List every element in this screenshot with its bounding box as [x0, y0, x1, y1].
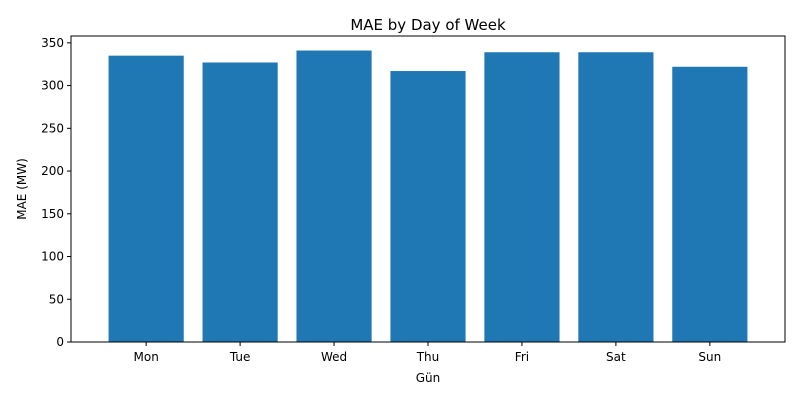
bars-group — [108, 50, 748, 343]
x-tick-label: Sun — [698, 350, 721, 364]
y-tick-label: 0 — [56, 335, 64, 349]
x-tick-label: Mon — [134, 350, 159, 364]
y-axis: 0 50 100 150 200 250 300 350 — [41, 36, 71, 349]
y-tick-label: 50 — [49, 292, 64, 306]
bar-fri — [484, 52, 560, 343]
y-tick-label: 200 — [41, 164, 64, 178]
chart-title: MAE by Day of Week — [350, 16, 506, 34]
x-axis-label: Gün — [416, 371, 441, 385]
bar-thu — [390, 71, 466, 342]
x-tick-label: Wed — [321, 350, 347, 364]
plot-frame — [70, 35, 786, 343]
y-tick-label: 100 — [41, 250, 64, 264]
x-tick-label: Thu — [416, 350, 440, 364]
y-tick-label: 300 — [41, 79, 64, 93]
bar-tue — [202, 62, 278, 342]
y-axis-label: MAE (MW) — [15, 158, 29, 220]
y-tick-label: 250 — [41, 121, 64, 135]
bar-wed — [296, 50, 372, 342]
x-tick-label: Fri — [515, 350, 529, 364]
x-axis: Mon Tue Wed Thu Fri Sat Sun — [134, 342, 721, 364]
bar-sun — [672, 66, 748, 343]
bar-sat — [578, 52, 654, 343]
y-tick-label: 350 — [41, 36, 64, 50]
y-tick-label: 150 — [41, 207, 64, 221]
bar-mon — [108, 55, 184, 342]
x-tick-label: Sat — [606, 350, 626, 364]
x-tick-label: Tue — [229, 350, 251, 364]
